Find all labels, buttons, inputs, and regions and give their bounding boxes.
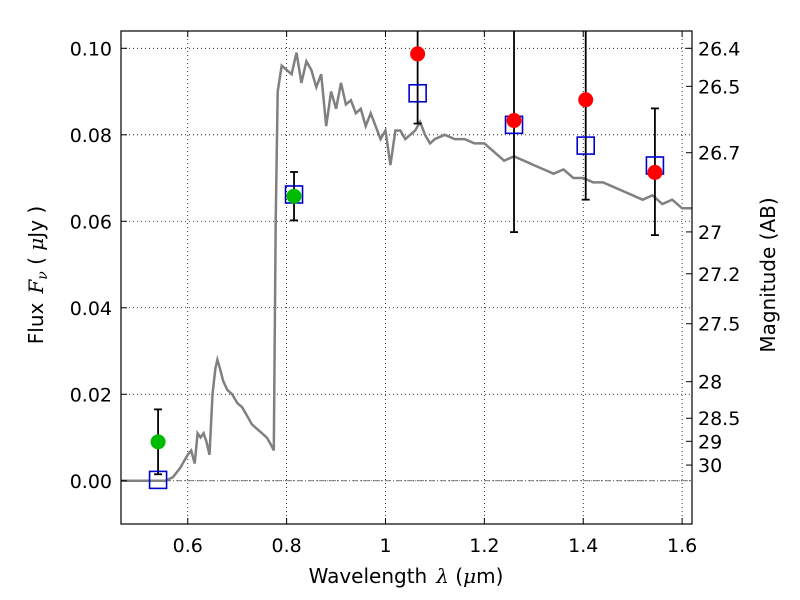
x-tick-label-4: 1.4 bbox=[568, 535, 598, 557]
y-tick-label-0: 0.00 bbox=[70, 471, 112, 493]
model-photometry-square-4 bbox=[576, 136, 596, 155]
model-photometry-square-2 bbox=[408, 83, 427, 103]
x-tick-label-2: 1 bbox=[379, 535, 391, 557]
plot-area bbox=[121, 52, 692, 483]
x-tick-label-3: 1.2 bbox=[469, 535, 499, 557]
y2-tick-label-6: 28 bbox=[698, 372, 722, 394]
y-tick-label-3: 0.06 bbox=[70, 211, 112, 233]
model-spectrum-line bbox=[121, 52, 692, 483]
y2-tick-label-8: 29 bbox=[698, 431, 722, 453]
y2-tick-label-2: 26.7 bbox=[698, 143, 740, 165]
x-tick-label-0: 0.6 bbox=[173, 535, 203, 557]
y-tick-label-4: 0.08 bbox=[70, 125, 112, 147]
y-tick-label-5: 0.10 bbox=[70, 38, 112, 60]
y2-tick-label-1: 26.5 bbox=[698, 76, 740, 98]
y2-tick-label-5: 27.5 bbox=[698, 314, 740, 336]
y-tick-label-1: 0.02 bbox=[70, 384, 112, 406]
red-point-1 bbox=[506, 113, 522, 129]
y2-tick-label-7: 28.5 bbox=[698, 408, 740, 430]
x-axis-label: Wavelength λ (μm) bbox=[309, 564, 504, 588]
y-axis-label: FluxFν ( μJy ) bbox=[24, 206, 51, 344]
y2-tick-label-3: 27 bbox=[698, 222, 722, 244]
y2-tick-label-0: 26.4 bbox=[698, 38, 740, 60]
y-tick-label-2: 0.04 bbox=[70, 298, 112, 320]
observed-points-layer bbox=[150, 46, 663, 450]
y2-tick-label-9: 30 bbox=[698, 455, 722, 477]
grid-layer bbox=[121, 31, 692, 524]
red-point-0 bbox=[410, 46, 426, 62]
green-point-1 bbox=[286, 188, 302, 204]
red-point-2 bbox=[578, 92, 594, 108]
green-point-0 bbox=[150, 434, 166, 450]
y2-tick-label-4: 27.2 bbox=[698, 264, 740, 286]
tick-layer: 0.6 0.8 1 1.2 1.4 1.6 0.00 0.02 0.04 0.06 0.08 0.10… bbox=[70, 31, 740, 557]
model-photometry-square-0 bbox=[148, 470, 168, 490]
y2-axis-label: Magnitude (AB) bbox=[756, 197, 780, 352]
plot-frame bbox=[120, 30, 693, 525]
x-tick-label-5: 1.6 bbox=[667, 535, 697, 557]
x-tick-label-1: 0.8 bbox=[272, 535, 302, 557]
red-point-3 bbox=[647, 164, 663, 180]
